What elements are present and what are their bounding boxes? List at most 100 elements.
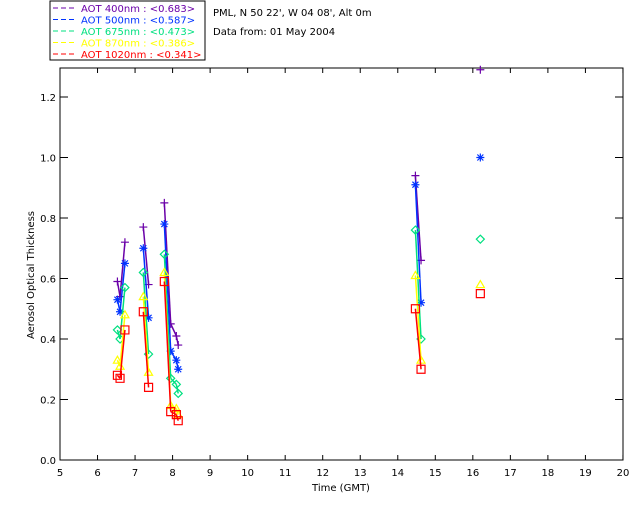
y-tick-label: 1.2 [40, 93, 56, 104]
series-line-segment [170, 377, 177, 385]
data-point [115, 373, 125, 383]
data-point [113, 277, 122, 286]
x-tick-label: 7 [132, 468, 138, 479]
x-tick-label: 20 [617, 468, 630, 479]
data-point [417, 298, 426, 307]
data-point [112, 370, 123, 380]
series-4 [112, 276, 485, 426]
data-point [120, 259, 129, 268]
x-tick-label: 8 [169, 468, 175, 479]
data-point [476, 153, 485, 162]
series-line-segment [142, 227, 150, 285]
data-point [172, 331, 181, 340]
x-tick-label: 16 [466, 468, 479, 479]
series-line-segment [414, 230, 422, 340]
data-point [143, 382, 154, 392]
series-line-segment [414, 184, 422, 303]
data-point [138, 307, 148, 317]
series-3 [112, 267, 486, 419]
series-line-segment [142, 272, 150, 355]
y-tick-label: 0.6 [40, 275, 56, 286]
data-point [113, 295, 122, 304]
x-tick-label: 19 [579, 468, 592, 479]
data-point [112, 325, 123, 335]
series-line-segment [175, 384, 179, 394]
title-line-1: PML, N 50 22', W 04 08', Alt 0m [213, 8, 372, 19]
legend: AOT 400nm : <0.683>AOT 500nm : <0.587>AO… [53, 4, 201, 61]
series-2 [112, 225, 486, 399]
data-point [160, 220, 169, 229]
data-point [476, 65, 485, 74]
title-line-2: Data from: 01 May 2004 [213, 27, 335, 38]
data-point [144, 313, 153, 322]
y-tick-label: 0.0 [40, 456, 56, 467]
series-line-segment [163, 281, 172, 412]
series-line-segment [170, 410, 177, 416]
data-point [139, 223, 148, 232]
legend-entry: AOT 870nm : <0.386> [81, 39, 195, 50]
x-tick-label: 15 [429, 468, 442, 479]
data-point [143, 367, 154, 376]
y-tick-label: 1.0 [40, 154, 56, 165]
data-point [120, 238, 129, 247]
series-line-segment [175, 414, 179, 421]
data-point [416, 364, 426, 374]
data-point [411, 180, 420, 189]
data-point [475, 279, 486, 289]
data-point [410, 225, 421, 235]
data-point [174, 341, 183, 350]
y-tick-label: 0.8 [40, 214, 56, 225]
series-line-segment [163, 224, 172, 352]
data-point [172, 356, 181, 365]
data-point [475, 289, 485, 299]
x-tick-label: 14 [391, 468, 404, 479]
series-line-segment [119, 314, 126, 367]
data-point [410, 270, 421, 280]
data-point [159, 267, 170, 277]
data-point [138, 267, 149, 278]
data-point [112, 354, 123, 364]
data-point [166, 407, 176, 417]
data-point [173, 388, 184, 399]
data-point [116, 307, 125, 316]
legend-entry: AOT 675nm : <0.473> [81, 27, 195, 38]
series-line-segment [142, 296, 150, 373]
data-point [475, 234, 486, 245]
x-axis-label: Time (GMT) [311, 483, 370, 494]
data-point [120, 282, 130, 293]
data-point [173, 416, 183, 426]
data-point [160, 198, 169, 207]
series-line-segment [119, 329, 126, 379]
series-line-segment [414, 275, 422, 361]
legend-entry: AOT 500nm : <0.587> [81, 16, 195, 27]
series-line-segment [119, 263, 126, 312]
data-point [171, 410, 181, 420]
data-point [411, 171, 420, 180]
x-tick-label: 17 [504, 468, 517, 479]
plot-frame [59, 67, 624, 461]
data-point [159, 276, 169, 287]
y-tick-label: 0.4 [40, 335, 56, 346]
y-axis-label: Aerosol Optical Thickness [26, 211, 37, 339]
series-line-segment [142, 311, 150, 388]
x-tick-label: 13 [354, 468, 367, 479]
data-point [120, 325, 130, 335]
data-point [139, 244, 148, 253]
data-point [410, 304, 421, 314]
data-point [138, 291, 149, 301]
x-tick-label: 10 [241, 468, 254, 479]
series-line-segment [142, 248, 150, 318]
x-tick-label: 12 [316, 468, 329, 479]
series-line-segment [170, 323, 178, 337]
series-line-segment [414, 308, 422, 370]
legend-box [49, 0, 206, 61]
x-tick-label: 9 [207, 468, 213, 479]
data-point [159, 249, 170, 260]
data-point [174, 365, 183, 374]
x-tick-label: 5 [57, 468, 63, 479]
legend-entry: AOT 400nm : <0.683> [81, 4, 195, 15]
data-point [165, 373, 176, 384]
data-point [119, 309, 130, 319]
